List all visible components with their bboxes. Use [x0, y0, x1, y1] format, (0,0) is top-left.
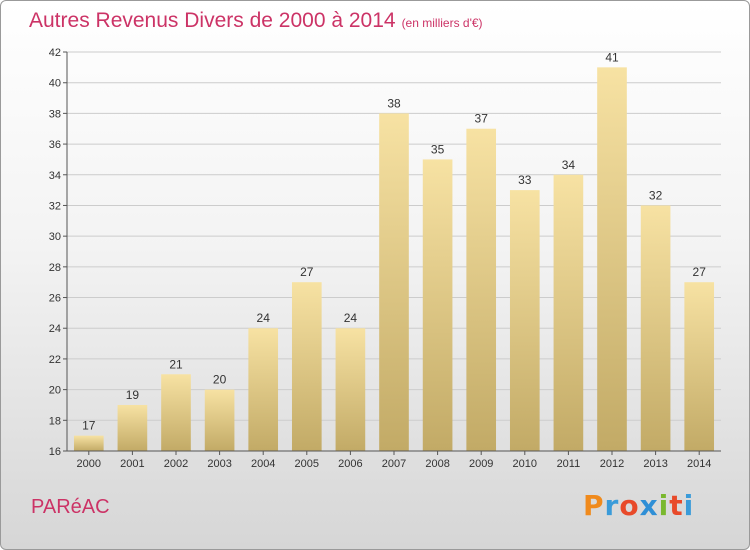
bar: [248, 328, 279, 451]
logo-letter: i: [683, 489, 695, 522]
bar: [553, 174, 584, 451]
y-tick-label: 22: [49, 354, 61, 366]
bar: [379, 113, 409, 451]
value-label: 33: [518, 173, 532, 187]
chart-title: Autres Revenus Divers de 2000 à 2014 (en …: [29, 9, 483, 33]
x-tick-label: 2002: [164, 458, 188, 470]
title-text: Autres Revenus Divers de 2000 à 2014: [29, 9, 396, 32]
value-label: 41: [605, 50, 619, 64]
y-tick-label: 38: [49, 108, 61, 120]
bar: [466, 128, 497, 451]
bar: [509, 190, 540, 451]
y-tick-label: 40: [49, 78, 61, 90]
x-tick-label: 2000: [77, 458, 101, 470]
x-tick-label: 2008: [425, 458, 449, 470]
x-tick-label: 2004: [251, 458, 275, 470]
bar: [684, 282, 715, 451]
value-label: 34: [562, 158, 576, 172]
logo-letter: x: [639, 489, 659, 522]
y-tick-label: 34: [49, 170, 61, 182]
x-tick-label: 2006: [338, 458, 362, 470]
logo-letter: P: [583, 489, 605, 522]
bar: [117, 404, 148, 451]
value-label: 27: [693, 265, 707, 279]
bar: [204, 389, 235, 451]
bar: [422, 159, 453, 451]
y-tick-label: 18: [49, 415, 61, 427]
x-tick-label: 2014: [687, 458, 711, 470]
value-label: 20: [213, 373, 227, 387]
bar: [335, 328, 366, 451]
bar: [291, 282, 322, 451]
value-label: 24: [344, 311, 358, 325]
value-label: 27: [300, 265, 314, 279]
y-tick-label: 36: [49, 139, 61, 151]
value-label: 21: [169, 357, 183, 371]
value-label: 38: [387, 96, 401, 110]
x-tick-label: 2011: [557, 458, 581, 470]
y-tick-label: 20: [49, 385, 61, 397]
title-unit: (en milliers d'€): [401, 16, 483, 30]
logo-letter: t: [669, 489, 684, 522]
value-label: 35: [431, 142, 445, 156]
bar: [640, 205, 671, 451]
y-tick-label: 16: [49, 446, 61, 458]
y-tick-label: 28: [49, 262, 61, 274]
value-label: 19: [126, 388, 140, 402]
bar: [597, 67, 627, 451]
x-tick-label: 2003: [207, 458, 231, 470]
logo-letter: r: [604, 489, 620, 522]
x-tick-label: 2009: [469, 458, 493, 470]
bar: [161, 374, 191, 451]
x-tick-label: 2007: [382, 458, 406, 470]
value-label: 37: [475, 112, 489, 126]
value-label: 24: [257, 311, 271, 325]
x-tick-label: 2010: [513, 458, 537, 470]
y-tick-label: 32: [49, 200, 61, 212]
x-tick-label: 2005: [295, 458, 319, 470]
commune-name: PARéAC: [31, 496, 110, 518]
bar: [73, 435, 104, 451]
value-label: 32: [649, 188, 663, 202]
y-tick-label: 42: [49, 47, 61, 59]
logo-letter: i: [658, 489, 670, 522]
x-tick-label: 2001: [120, 458, 144, 470]
x-tick-label: 2013: [643, 458, 667, 470]
x-tick-label: 2012: [600, 458, 624, 470]
proxiti-logo: Proxiti: [583, 489, 694, 522]
y-tick-label: 26: [49, 293, 61, 305]
y-tick-label: 30: [49, 231, 61, 243]
value-label: 17: [82, 419, 96, 433]
y-tick-label: 24: [49, 323, 61, 335]
logo-letter: o: [619, 489, 640, 522]
